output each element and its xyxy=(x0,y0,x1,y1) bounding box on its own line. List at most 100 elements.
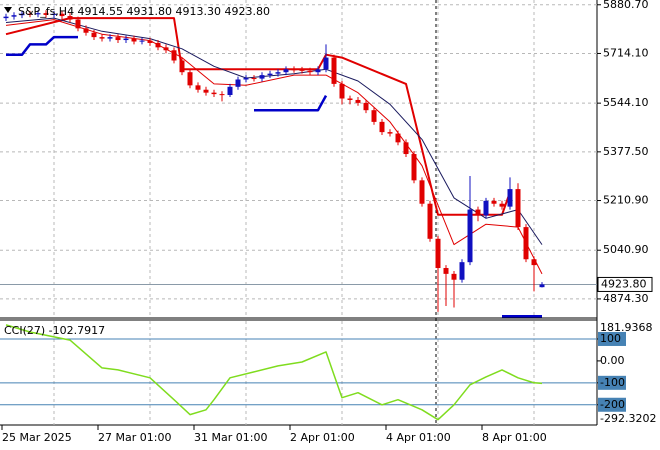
candle-body xyxy=(411,154,417,181)
candle-body xyxy=(427,203,433,239)
candle-body xyxy=(115,37,121,41)
candle-body xyxy=(395,133,401,143)
candle-body xyxy=(75,19,81,29)
candle-body xyxy=(131,38,137,42)
candle-body xyxy=(371,110,377,122)
candle-body xyxy=(51,13,57,15)
candle-body xyxy=(179,60,185,73)
candle-body xyxy=(315,69,321,73)
candle-body xyxy=(107,37,113,39)
candle-body xyxy=(531,259,537,266)
candle-body xyxy=(155,42,161,48)
y-tick-label: 5714.10 xyxy=(603,46,649,59)
y-tick-label: -100 xyxy=(600,376,625,389)
candle-body xyxy=(339,83,345,99)
y-tick-label: 5880.70 xyxy=(603,0,649,11)
candle-body xyxy=(291,69,297,71)
candle-body xyxy=(491,200,497,204)
candle-body xyxy=(123,38,129,41)
y-limit-label: 181.9368 xyxy=(600,321,653,334)
candle-body xyxy=(91,32,97,38)
price-label-box xyxy=(597,276,653,292)
candle-body xyxy=(211,92,217,95)
candle-body xyxy=(467,209,473,263)
candle-body xyxy=(147,40,153,43)
candle-body xyxy=(379,121,385,133)
candle-body xyxy=(99,37,105,39)
candle-body xyxy=(403,142,409,155)
y-tick-label: -200 xyxy=(600,398,625,411)
y-limit-label: -292.3202 xyxy=(600,412,656,425)
candle-body xyxy=(11,15,17,17)
candle-body xyxy=(171,50,177,61)
candle-body xyxy=(507,189,513,207)
candle-body xyxy=(219,94,225,96)
y-tick-label: 5544.10 xyxy=(603,96,649,109)
y-tick-label: 5210.90 xyxy=(603,194,649,207)
line xyxy=(6,35,78,56)
candle-body xyxy=(195,85,201,90)
candle-body xyxy=(67,16,73,20)
candle-body xyxy=(299,69,305,71)
candle-body xyxy=(43,13,49,15)
y-tick-label: 4874.30 xyxy=(603,292,649,305)
y-tick-label: 100 xyxy=(600,332,621,345)
candle-body xyxy=(139,40,145,42)
candle-body xyxy=(259,75,265,79)
candle-body xyxy=(19,13,25,16)
candle-body xyxy=(35,13,41,15)
candle-body xyxy=(275,72,281,74)
candle-body xyxy=(347,98,353,100)
candle-body xyxy=(331,57,337,84)
price-label: 4923.80 xyxy=(601,277,647,290)
level-label-box xyxy=(598,331,626,346)
candle-body xyxy=(363,102,369,111)
candle-body xyxy=(3,16,9,19)
level-label-box xyxy=(598,397,626,412)
candle-body xyxy=(251,78,257,80)
candle-body xyxy=(355,99,361,103)
candle-body xyxy=(515,189,521,228)
candle-body xyxy=(307,70,313,73)
candle-body xyxy=(187,72,193,86)
x-tick-label: 25 Mar 2025 xyxy=(2,431,72,444)
candle-body xyxy=(163,47,169,51)
candle-body xyxy=(283,69,289,73)
x-tick-label: 27 Mar 01:00 xyxy=(98,431,171,444)
candle-body xyxy=(267,73,273,76)
candle-body xyxy=(27,13,33,15)
candle-body xyxy=(203,89,209,93)
x-tick-label: 8 Apr 01:00 xyxy=(482,431,547,444)
candle-body xyxy=(59,13,65,17)
candle-body xyxy=(419,180,425,204)
candle-body xyxy=(235,79,241,87)
candle-body xyxy=(435,238,441,269)
candle-body xyxy=(83,28,89,33)
line xyxy=(254,94,328,112)
candle-body xyxy=(387,132,393,134)
candle-body xyxy=(443,268,449,274)
candle-body xyxy=(451,273,457,280)
menu-icon xyxy=(4,7,12,13)
candle-body xyxy=(483,200,489,216)
y-tick-label: 5377.50 xyxy=(603,145,649,158)
y-tick-label: 5040.90 xyxy=(603,243,649,256)
candle-body xyxy=(459,262,465,280)
line xyxy=(5,324,543,421)
candle-body xyxy=(243,78,249,80)
candle-body xyxy=(499,203,505,207)
x-tick-label: 31 Mar 01:00 xyxy=(194,431,267,444)
candle-body xyxy=(323,57,329,70)
candle-body xyxy=(523,227,529,260)
level-label-box xyxy=(598,375,626,390)
indicator-title: CCI(27) -102.7917 xyxy=(4,324,105,337)
x-tick-label: 2 Apr 01:00 xyxy=(290,431,355,444)
candle-body xyxy=(539,284,545,288)
candle-body xyxy=(227,86,233,95)
y-tick-label: 0.00 xyxy=(600,354,625,367)
candle-body xyxy=(475,209,481,216)
x-tick-label: 4 Apr 01:00 xyxy=(386,431,451,444)
